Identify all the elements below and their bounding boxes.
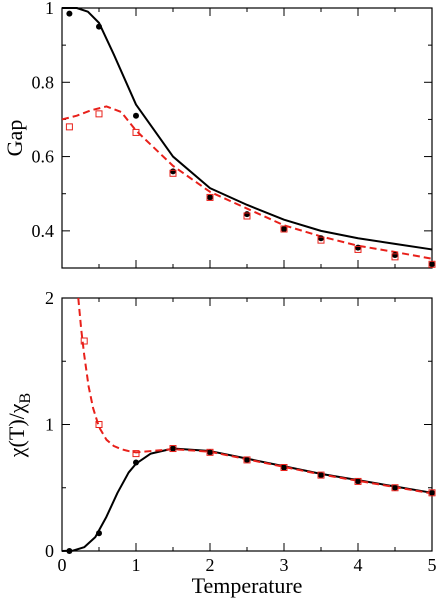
susceptibility-y-axis-label: χ(T)/χB — [4, 393, 34, 458]
susceptibility-circle-marker — [66, 548, 73, 554]
gap-circle-marker — [96, 23, 102, 30]
susceptibility-x-tick-label: 0 — [58, 555, 67, 575]
susceptibility-plot-frame — [61, 297, 433, 552]
gap-square-marker — [243, 212, 251, 220]
susceptibility-y-ticks: 0 1 2 — [45, 288, 432, 561]
gap-square-marker — [354, 245, 362, 253]
susceptibility-x-tick-label: 4 — [354, 555, 363, 575]
gap-square-marker — [317, 236, 325, 244]
susceptibility-circle-marker — [429, 489, 435, 496]
gap-square-marker — [280, 225, 288, 233]
gap-square-marker — [95, 110, 103, 118]
gap-y-tick-label: 1 — [45, 0, 54, 18]
gap-dashed-curve — [61, 105, 433, 260]
susceptibility-square-marker — [280, 464, 288, 472]
susceptibility-y-tick-label: 0 — [45, 541, 54, 561]
gap-circle-marker — [429, 261, 435, 268]
susceptibility-solid-curve — [61, 447, 433, 552]
susceptibility-square-marker — [80, 337, 88, 345]
gap-square-marker — [428, 260, 436, 268]
susceptibility-x-tick-label: 1 — [132, 555, 141, 575]
gap-square-marker — [206, 193, 214, 201]
susceptibility-square-marker — [169, 445, 177, 453]
gap-square-marker — [132, 128, 140, 136]
susceptibility-y-tick-label: 1 — [45, 415, 54, 435]
susceptibility-circle-marker — [281, 464, 287, 471]
gap-y-tick-label: 0.8 — [32, 72, 55, 92]
gap-y-axis-label: Gap — [2, 120, 27, 157]
gap-circle-marker — [170, 168, 176, 175]
susceptibility-dashed-curve — [77, 297, 433, 495]
susceptibility-square-marker — [428, 489, 436, 497]
susceptibility-square-marker — [132, 450, 140, 458]
susceptibility-square-marker — [95, 421, 103, 428]
gap-circle-marker — [392, 252, 398, 258]
gap-square-marker — [391, 253, 399, 261]
gap-x-ticks — [61, 8, 433, 268]
susceptibility-circle-marker — [207, 449, 213, 456]
gap-square-marker — [65, 123, 73, 131]
susceptibility-x-tick-label: 5 — [428, 555, 436, 575]
susceptibility-circle-marker — [170, 445, 176, 452]
gap-circle-marker — [355, 244, 361, 251]
gap-circle-marker — [281, 226, 287, 232]
susceptibility-x-tick-label: 3 — [280, 555, 289, 575]
susceptibility-circle-marker — [96, 530, 102, 537]
susceptibility-circle-marker — [392, 484, 398, 491]
susceptibility-square-marker — [317, 471, 325, 479]
susceptibility-x-tick-label: 2 — [206, 555, 215, 575]
gap-panel: 0.4 0.6 0.8 1 Gap — [2, 0, 436, 269]
gap-series — [61, 7, 436, 268]
gap-circle-marker — [66, 10, 73, 17]
gap-square-marker — [169, 169, 177, 177]
gap-solid-curve — [62, 7, 433, 251]
ylabel-main: χ(T)/χ — [4, 403, 29, 458]
gap-circle-marker — [133, 112, 139, 119]
gap-y-tick-label: 0.4 — [32, 221, 55, 241]
susceptibility-series — [61, 297, 436, 554]
susceptibility-circle-marker — [133, 459, 139, 466]
susceptibility-square-marker — [354, 477, 362, 485]
gap-y-ticks: 0.4 0.6 0.8 1 — [32, 0, 432, 269]
susceptibility-y-tick-label: 2 — [45, 288, 54, 308]
susceptibility-panel: 0 1 2 3 4 5 0 1 2 χ(T)/χB Temperature — [4, 288, 436, 598]
susceptibility-circle-marker — [244, 456, 250, 463]
gap-circle-marker — [207, 194, 213, 201]
gap-circle-marker — [244, 211, 250, 218]
temperature-x-axis-label: Temperature — [192, 573, 303, 598]
susceptibility-square-marker — [391, 484, 399, 492]
gap-plot-frame — [61, 7, 433, 269]
gap-circle-marker — [318, 235, 324, 242]
susceptibility-square-marker — [206, 448, 214, 456]
gap-y-tick-label: 0.6 — [32, 147, 55, 167]
susceptibility-circle-marker — [318, 472, 324, 479]
susceptibility-x-ticks: 0 1 2 3 4 5 — [58, 298, 436, 575]
susceptibility-square-marker — [243, 456, 251, 464]
susceptibility-circle-marker — [355, 478, 361, 485]
ylabel-subscript: B — [17, 393, 34, 404]
